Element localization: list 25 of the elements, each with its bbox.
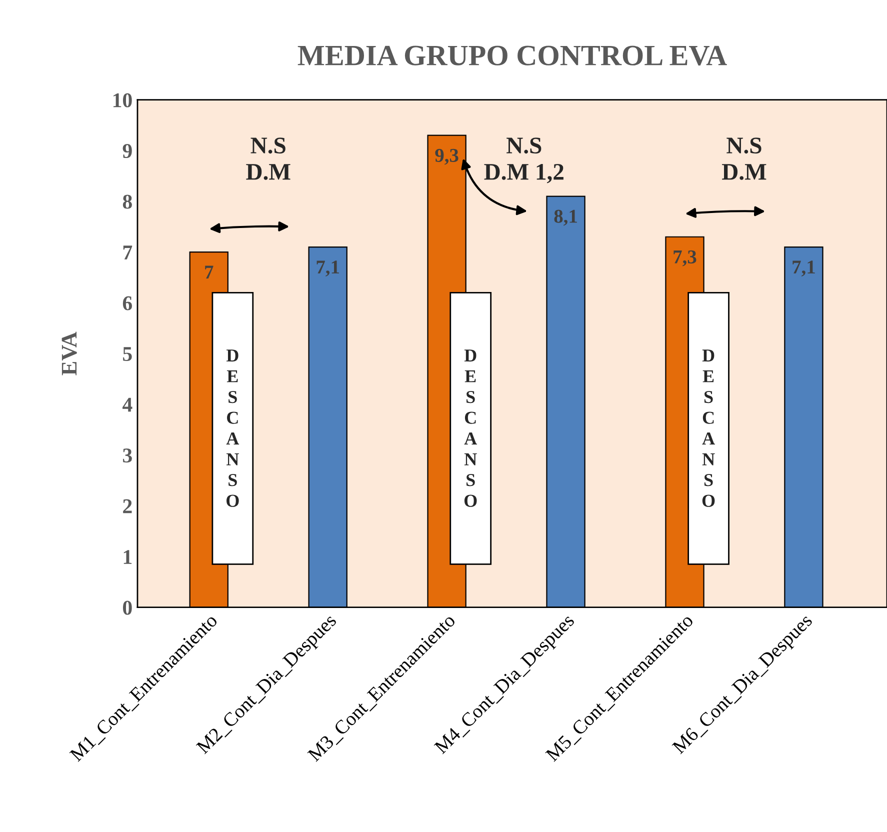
data-label: 7 [205, 266, 214, 279]
y-tick-label: 3 [122, 448, 132, 463]
y-tick-label: 2 [123, 499, 132, 514]
data-label: 7,3 [674, 250, 696, 266]
y-tick-label: 6 [122, 296, 132, 310]
y-tick-label: 10 [113, 93, 132, 108]
annotation: N.S D.M 1,2 [484, 138, 564, 184]
y-tick-label: 0 [123, 600, 132, 615]
annotation: N.S D.M [722, 138, 766, 180]
y-tick-label: 4 [122, 398, 132, 412]
data-label: 7,1 [792, 260, 815, 276]
annotation: N.S D.M [246, 138, 290, 180]
annotation: DESCANSO [464, 350, 477, 507]
y-tick-label: 1 [124, 550, 132, 564]
chart-title: MEDIA GRUPO CONTROL EVA [298, 46, 727, 66]
data-label: 8,1 [554, 210, 577, 226]
annotation: DESCANSO [702, 350, 715, 507]
y-axis-title: EVA [62, 332, 77, 376]
y-tick-label: 8 [122, 194, 132, 209]
y-tick-label: 7 [123, 246, 132, 260]
y-tick-label: 9 [122, 144, 132, 158]
data-label: 9,3 [435, 148, 458, 165]
y-tick-label: 5 [123, 347, 132, 362]
annotation: DESCANSO [226, 350, 240, 507]
data-label: 7,1 [316, 260, 339, 276]
